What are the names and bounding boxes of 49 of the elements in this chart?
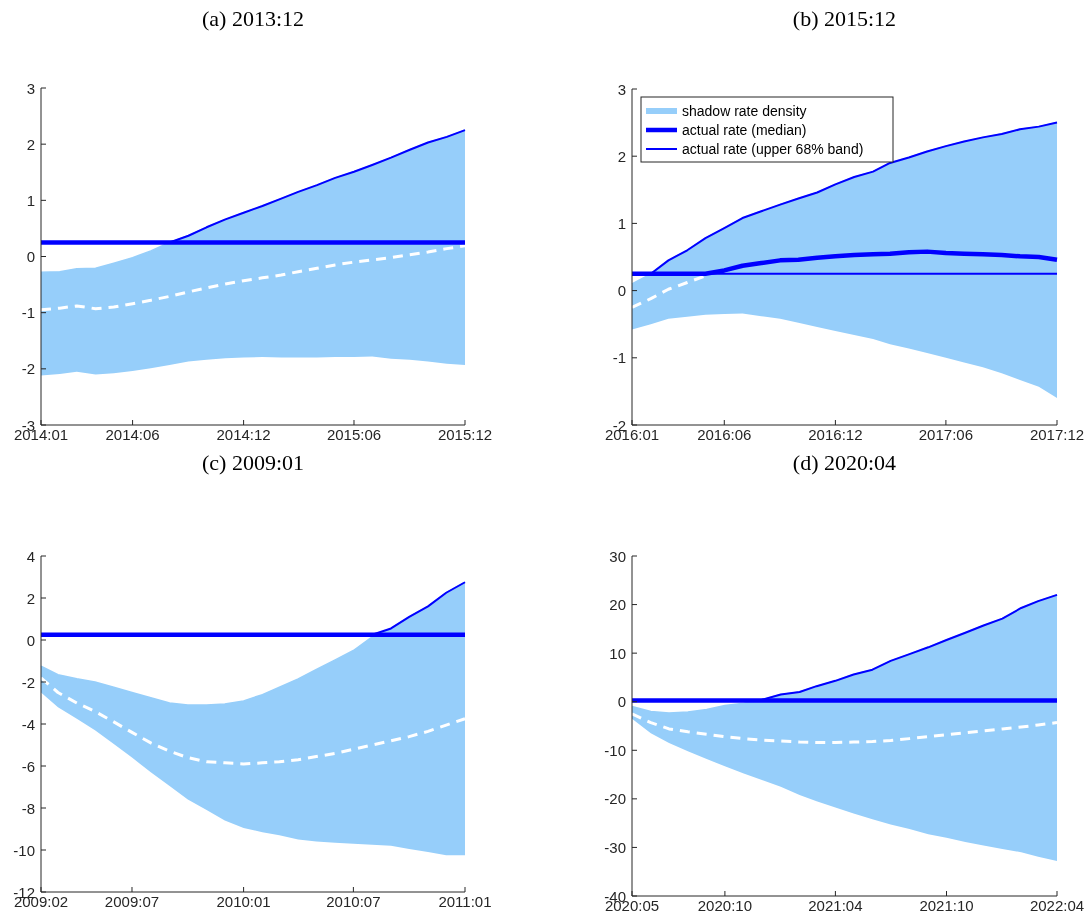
- y-tick-label: 2: [617, 147, 626, 165]
- x-tick-label: 2011:01: [438, 893, 492, 911]
- y-tick-label: 0: [26, 248, 35, 265]
- chart-title: (b) 2015:12: [792, 6, 897, 31]
- chart-title: (a) 2013:12: [201, 6, 305, 31]
- x-tick-label: 2009:07: [104, 893, 160, 911]
- y-tick-label: -1: [612, 349, 626, 367]
- x-tick-label: 2015:06: [326, 426, 382, 444]
- chart-title: (d) 2020:04: [792, 450, 897, 475]
- legend-label: actual rate (upper 68% band): [682, 141, 864, 157]
- legend-label: actual rate (median): [682, 122, 807, 138]
- x-tick-label: 2016:12: [808, 426, 863, 444]
- x-tick-label: 2021:04: [808, 897, 863, 915]
- x-tick-label: 2010:01: [216, 893, 271, 911]
- y-tick-label: 0: [617, 693, 626, 711]
- x-tick-label: 2017:12: [1029, 426, 1085, 444]
- x-tick-label: 2022:04: [1029, 897, 1085, 915]
- y-tick-label: -2: [21, 360, 35, 378]
- y-tick-label: 3: [617, 80, 626, 98]
- x-tick-label: 2016:06: [697, 426, 752, 444]
- y-tick-label: 30: [609, 547, 626, 565]
- y-tick-label: -6: [21, 757, 35, 775]
- y-tick-label: 1: [617, 214, 626, 232]
- y-tick-label: -10: [604, 741, 626, 759]
- y-tick-label: -10: [13, 841, 35, 859]
- y-tick-label: 0: [617, 282, 626, 300]
- y-tick-label: 2: [26, 589, 35, 607]
- x-tick-label: 2017:06: [918, 426, 974, 444]
- x-tick-label: 2010:07: [326, 893, 381, 911]
- y-tick-label: -20: [604, 790, 626, 808]
- legend-label: shadow rate density: [682, 103, 807, 119]
- y-tick-label: -1: [21, 304, 35, 322]
- y-tick-label: 1: [26, 191, 35, 209]
- x-tick-label: 2021:10: [919, 897, 974, 915]
- y-tick-label: -30: [604, 838, 626, 856]
- x-tick-label: 2014:06: [105, 426, 160, 444]
- x-tick-label: 2020:10: [697, 897, 753, 915]
- y-tick-label: 0: [26, 631, 35, 649]
- y-tick-label: 3: [26, 79, 35, 97]
- y-tick-label: -4: [21, 715, 35, 733]
- y-tick-label: 4: [26, 547, 35, 565]
- x-tick-label: 2015:12: [437, 426, 493, 444]
- y-tick-label: -8: [21, 799, 35, 817]
- y-tick-label: -2: [21, 673, 35, 691]
- y-tick-label: 20: [609, 596, 626, 614]
- x-tick-label: 2014:12: [216, 426, 271, 444]
- y-tick-label: 10: [609, 644, 626, 662]
- chart-title: (c) 2009:01: [201, 450, 305, 475]
- y-tick-label: 2: [26, 135, 35, 153]
